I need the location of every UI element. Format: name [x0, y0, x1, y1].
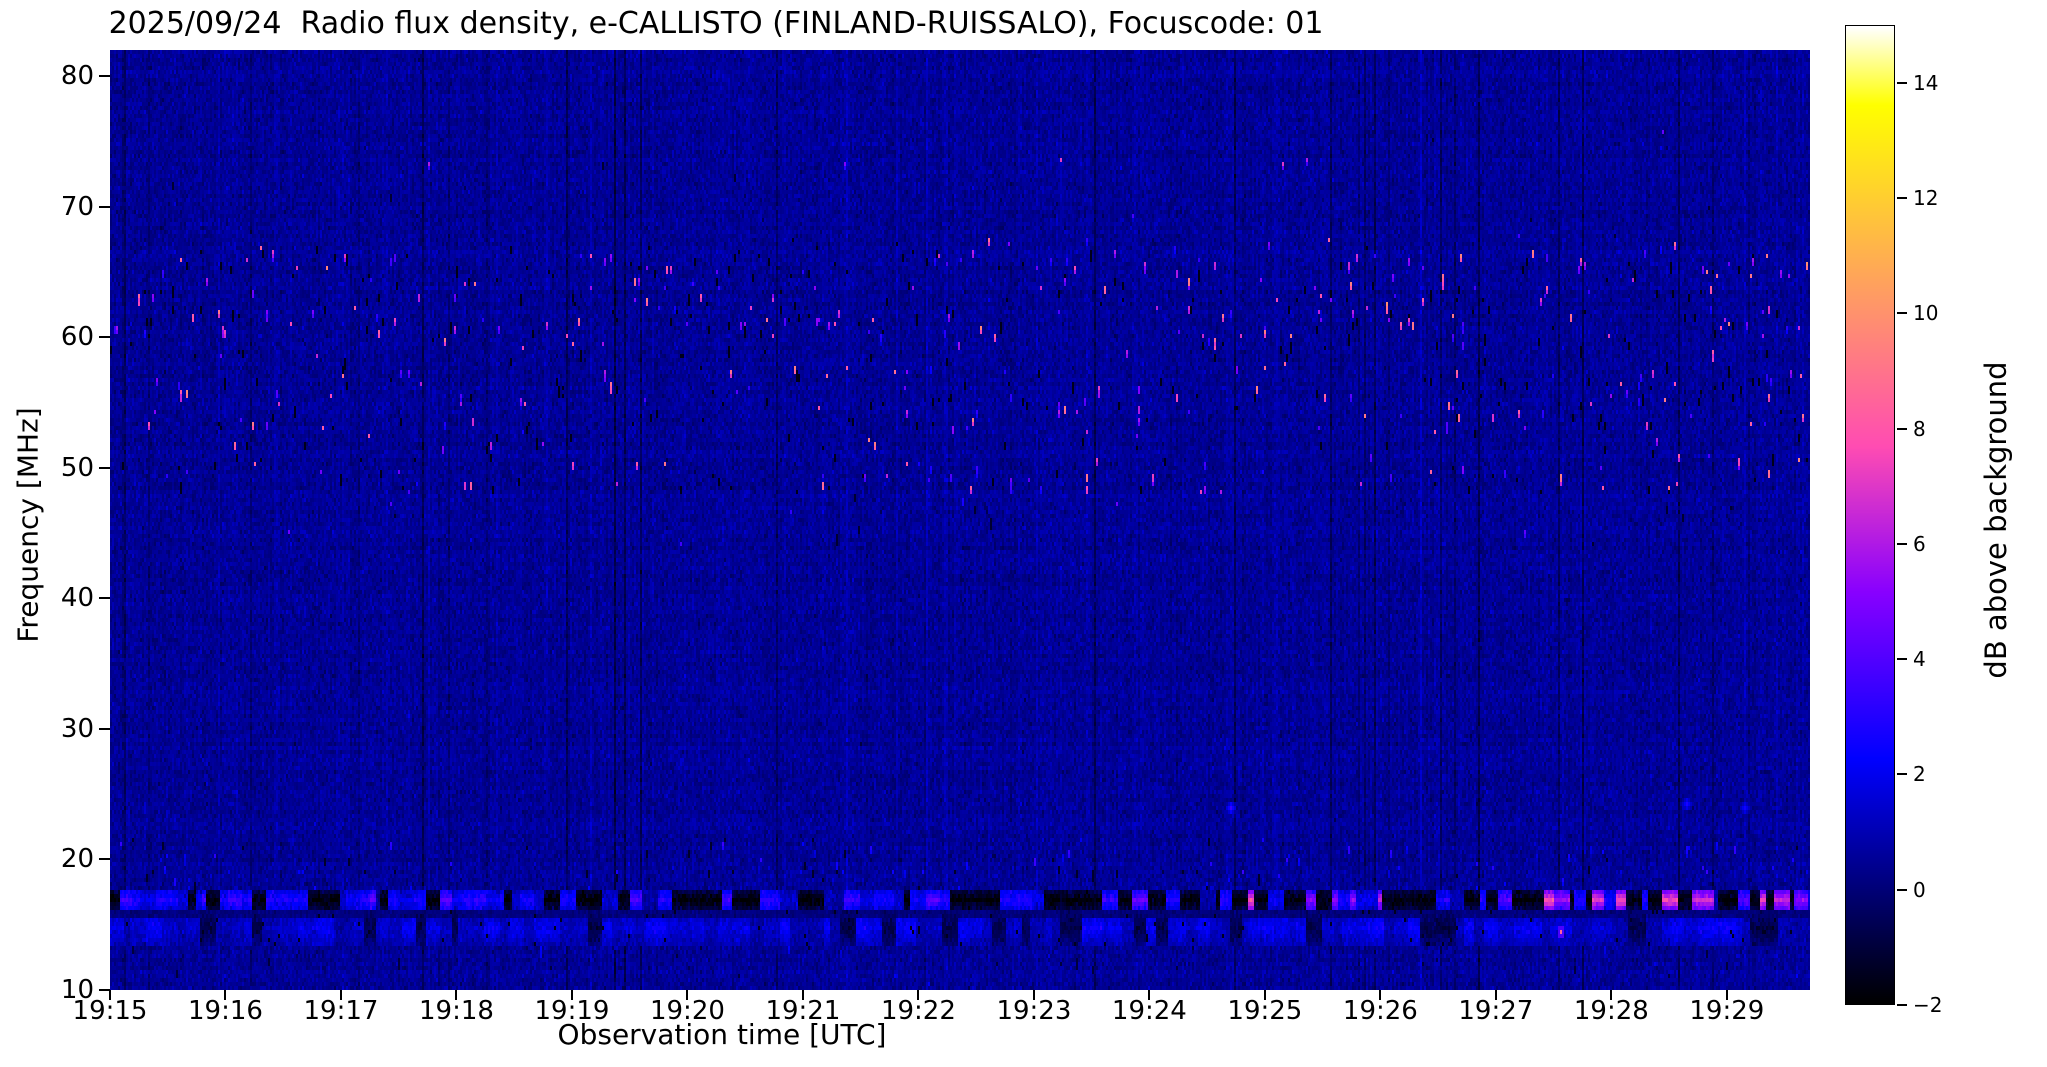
- y-tick-label: 60: [60, 322, 94, 353]
- x-tick-mark: [1263, 990, 1266, 1000]
- x-axis-label: Observation time [UTC]: [557, 1018, 887, 1051]
- x-tick-mark: [339, 990, 342, 1000]
- y-tick-mark: [99, 989, 110, 991]
- x-tick-mark: [1032, 990, 1035, 1000]
- x-tick-label: 19:22: [880, 996, 956, 1026]
- x-tick-label: 19:18: [418, 996, 494, 1026]
- y-tick-mark: [99, 205, 110, 208]
- x-tick-label: 19:15: [72, 996, 148, 1026]
- colorbar-tick-label: 4: [1913, 647, 1926, 672]
- x-tick-label: 19:25: [1227, 996, 1303, 1026]
- spectrogram-canvas: [110, 50, 1810, 990]
- x-tick-mark: [570, 990, 573, 1000]
- x-tick-mark: [1148, 990, 1151, 1000]
- x-tick-mark: [1725, 990, 1728, 1000]
- colorbar-tick-label: 12: [1913, 185, 1939, 210]
- colorbar-gradient: [1846, 26, 1894, 1004]
- colorbar-tick-mark: [1897, 888, 1907, 891]
- colorbar-tick-mark: [1897, 312, 1907, 315]
- colorbar-tick-label: 10: [1913, 301, 1939, 326]
- spectrogram-plot: [110, 50, 1810, 990]
- x-tick-label: 19:24: [1111, 996, 1187, 1026]
- x-tick-label: 19:17: [303, 996, 379, 1026]
- y-tick-mark: [99, 858, 110, 861]
- x-tick-label: 19:26: [1342, 996, 1418, 1026]
- colorbar: [1845, 25, 1895, 1005]
- x-tick-mark: [917, 990, 920, 1000]
- x-tick-mark: [1379, 990, 1382, 1000]
- x-tick-label: 19:28: [1573, 996, 1649, 1026]
- y-tick-label: 20: [60, 844, 94, 875]
- colorbar-tick-mark: [1897, 542, 1907, 545]
- colorbar-tick-mark: [1897, 658, 1907, 661]
- y-tick-label: 50: [60, 452, 94, 483]
- y-tick-label: 30: [60, 713, 94, 744]
- colorbar-tick-mark: [1897, 427, 1907, 430]
- x-tick-label: 19:19: [534, 996, 610, 1026]
- x-tick-label: 19:23: [996, 996, 1072, 1026]
- chart-title: 2025/09/24 Radio flux density, e-CALLIST…: [108, 6, 1324, 41]
- y-tick-label: 40: [60, 583, 94, 614]
- y-tick-label: 80: [60, 61, 94, 92]
- x-tick-mark: [1494, 990, 1497, 1000]
- y-tick-label: 10: [60, 975, 94, 1005]
- colorbar-tick-label: 6: [1913, 531, 1926, 556]
- x-tick-mark: [224, 990, 227, 1000]
- colorbar-tick-label: 14: [1913, 70, 1939, 95]
- colorbar-tick-label: 8: [1913, 416, 1926, 441]
- y-tick-mark: [99, 727, 110, 730]
- colorbar-tick-mark: [1897, 773, 1907, 776]
- y-tick-mark: [99, 336, 110, 339]
- y-tick-mark: [99, 466, 110, 469]
- colorbar-tick-label: 2: [1913, 762, 1926, 787]
- colorbar-tick-label: −2: [1913, 993, 1943, 1017]
- colorbar-tick-mark: [1897, 1004, 1907, 1006]
- colorbar-tick-mark: [1897, 81, 1907, 84]
- x-tick-mark: [455, 990, 458, 1000]
- y-tick-mark: [99, 75, 110, 78]
- x-tick-label: 19:16: [188, 996, 263, 1026]
- colorbar-label: dB above background: [1979, 361, 2013, 679]
- y-tick-label: 70: [60, 191, 94, 222]
- x-tick-label: 19:21: [765, 996, 841, 1026]
- x-tick-mark: [109, 990, 111, 1000]
- x-tick-mark: [801, 990, 804, 1000]
- x-tick-label: 19:29: [1689, 996, 1765, 1026]
- y-tick-mark: [99, 597, 110, 600]
- x-tick-mark: [1610, 990, 1613, 1000]
- x-tick-label: 19:20: [649, 996, 725, 1026]
- colorbar-tick-label: 0: [1913, 877, 1926, 902]
- x-tick-label: 19:27: [1458, 996, 1534, 1026]
- colorbar-tick-mark: [1897, 196, 1907, 199]
- x-tick-mark: [686, 990, 689, 1000]
